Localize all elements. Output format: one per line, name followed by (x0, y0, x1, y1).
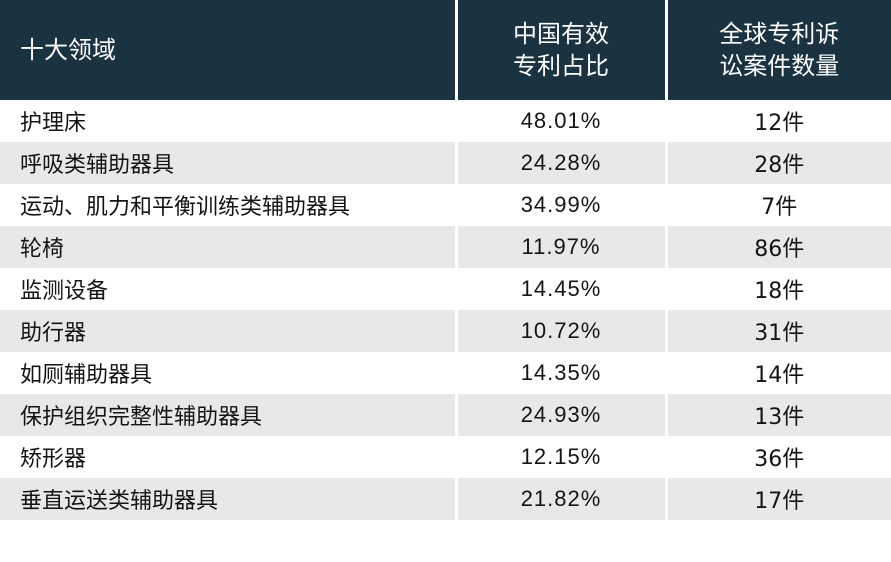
table-row: 呼吸类辅助器具 24.28% 28件 (0, 142, 891, 184)
field-cell: 垂直运送类辅助器具 (0, 478, 456, 520)
table-row: 护理床 48.01% 12件 (0, 100, 891, 142)
field-cell: 矫形器 (0, 436, 456, 478)
table-row: 轮椅 11.97% 86件 (0, 226, 891, 268)
field-cell: 助行器 (0, 310, 456, 352)
share-cell: 14.45% (456, 268, 666, 310)
field-cell: 呼吸类辅助器具 (0, 142, 456, 184)
cases-cell: 86件 (666, 226, 891, 268)
empty-cell (0, 520, 456, 562)
cases-cell: 17件 (666, 478, 891, 520)
header-cases-line2: 讼案件数量 (668, 50, 891, 82)
share-cell: 24.93% (456, 394, 666, 436)
share-cell: 11.97% (456, 226, 666, 268)
table-row: 保护组织完整性辅助器具 24.93% 13件 (0, 394, 891, 436)
table-body: 护理床 48.01% 12件 呼吸类辅助器具 24.28% 28件 运动、肌力和… (0, 100, 891, 562)
header-share-line2: 专利占比 (458, 50, 665, 82)
share-cell: 48.01% (456, 100, 666, 142)
field-cell: 如厕辅助器具 (0, 352, 456, 394)
cases-cell: 13件 (666, 394, 891, 436)
field-cell: 监测设备 (0, 268, 456, 310)
empty-cell (666, 520, 891, 562)
table-row: 矫形器 12.15% 36件 (0, 436, 891, 478)
field-cell: 保护组织完整性辅助器具 (0, 394, 456, 436)
header-row: 十大领域 中国有效 专利占比 全球专利诉 讼案件数量 (0, 0, 891, 100)
share-cell: 34.99% (456, 184, 666, 226)
table-row-empty (0, 520, 891, 562)
cases-cell: 36件 (666, 436, 891, 478)
table-row: 垂直运送类辅助器具 21.82% 17件 (0, 478, 891, 520)
share-cell: 10.72% (456, 310, 666, 352)
header-share-line1: 中国有效 (458, 18, 665, 50)
field-cell: 运动、肌力和平衡训练类辅助器具 (0, 184, 456, 226)
empty-cell (456, 520, 666, 562)
cases-cell: 12件 (666, 100, 891, 142)
share-cell: 14.35% (456, 352, 666, 394)
share-cell: 12.15% (456, 436, 666, 478)
table-header: 十大领域 中国有效 专利占比 全球专利诉 讼案件数量 (0, 0, 891, 100)
header-cases-line1: 全球专利诉 (668, 18, 891, 50)
field-cell: 护理床 (0, 100, 456, 142)
header-cases: 全球专利诉 讼案件数量 (666, 0, 891, 100)
share-cell: 24.28% (456, 142, 666, 184)
table-row: 运动、肌力和平衡训练类辅助器具 34.99% 7件 (0, 184, 891, 226)
share-cell: 21.82% (456, 478, 666, 520)
field-cell: 轮椅 (0, 226, 456, 268)
table-row: 助行器 10.72% 31件 (0, 310, 891, 352)
header-share: 中国有效 专利占比 (456, 0, 666, 100)
cases-cell: 31件 (666, 310, 891, 352)
header-field: 十大领域 (0, 0, 456, 100)
cases-cell: 18件 (666, 268, 891, 310)
cases-cell: 7件 (666, 184, 891, 226)
header-field-label: 十大领域 (20, 34, 455, 66)
table-row: 监测设备 14.45% 18件 (0, 268, 891, 310)
cases-cell: 14件 (666, 352, 891, 394)
cases-cell: 28件 (666, 142, 891, 184)
table-row: 如厕辅助器具 14.35% 14件 (0, 352, 891, 394)
